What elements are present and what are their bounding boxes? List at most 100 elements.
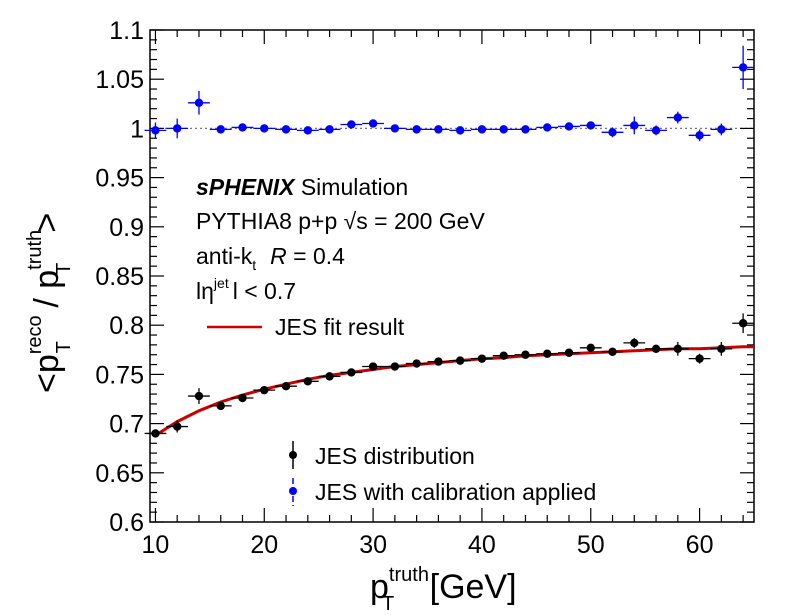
data-point-calibrated <box>166 118 189 139</box>
marker <box>238 123 247 132</box>
x-axis-title: ptruth T [GeV] <box>370 564 517 615</box>
marker <box>173 422 182 431</box>
marker <box>434 125 443 134</box>
y-tick-label: 0.6 <box>109 509 144 537</box>
data-point-jes <box>601 347 624 356</box>
data-point-jes <box>296 377 319 386</box>
marker <box>216 125 225 134</box>
marker <box>368 362 378 371</box>
y-tick-label: 0.65 <box>95 460 144 488</box>
marker <box>608 347 617 356</box>
marker <box>412 359 421 368</box>
marker <box>281 125 291 134</box>
data-point-jes <box>449 356 472 365</box>
marker <box>499 125 508 134</box>
x-tick-label: 40 <box>468 531 496 559</box>
legend-marker-calibrated <box>289 487 297 495</box>
y-tick-label: 0.85 <box>95 263 144 291</box>
marker <box>281 382 291 391</box>
info-generator-line: PYTHIA8 p+p √s = 200 GeV <box>196 208 485 234</box>
data-point-jes <box>558 348 580 357</box>
marker <box>347 368 356 377</box>
x-tick-labels: 10 20 30 40 50 60 <box>142 531 714 559</box>
data-point-calibrated <box>449 126 472 135</box>
data-point-calibrated <box>275 125 297 134</box>
data-point-jes <box>188 388 210 404</box>
data-point-calibrated <box>318 125 341 134</box>
marker <box>238 393 247 403</box>
marker <box>260 124 269 133</box>
marker <box>477 354 487 363</box>
data-point-jes <box>253 385 276 395</box>
data-point-calibrated <box>405 125 428 134</box>
marker <box>194 391 204 401</box>
marker <box>455 126 465 135</box>
data-point-calibrated <box>253 124 276 133</box>
marker <box>717 125 726 134</box>
marker <box>412 125 421 134</box>
marker <box>695 354 704 363</box>
marker <box>173 124 182 133</box>
data-point-calibrated <box>710 123 733 136</box>
data-point-jes <box>688 353 711 364</box>
marker <box>151 429 160 438</box>
marker <box>738 319 748 328</box>
y-tick-label: 1.05 <box>95 66 144 94</box>
marker <box>543 123 552 132</box>
marker <box>151 126 160 135</box>
marker <box>564 348 574 357</box>
y-tick-label: 0.95 <box>95 165 144 193</box>
marker <box>303 377 313 386</box>
data-point-calibrated <box>732 45 754 90</box>
x-tick-label: 20 <box>250 531 278 559</box>
marker <box>695 131 704 140</box>
y-tick-label: 1 <box>130 115 144 143</box>
y-tick-label: 0.8 <box>109 312 144 340</box>
data-point-calibrated <box>666 111 689 124</box>
marker <box>543 349 552 358</box>
data-point-jes <box>514 350 537 359</box>
marker <box>303 126 313 135</box>
info-eta-line: lηjet l < 0.7 <box>196 275 296 304</box>
legend-marker-jes <box>289 451 297 459</box>
data-point-calibrated <box>688 129 711 142</box>
marker <box>194 98 204 108</box>
info-experiment-line: sPHENIX Simulation <box>196 174 408 200</box>
data-point-jes <box>666 341 689 356</box>
marker <box>499 351 508 360</box>
marker <box>521 350 530 359</box>
marker <box>630 338 639 348</box>
data-point-jes <box>383 362 406 371</box>
marker <box>673 113 683 122</box>
data-point-calibrated <box>471 125 493 134</box>
y-axis-title: <preco T / ptruth T> <box>24 213 75 393</box>
points-legend: JES distribution JES with calibration ap… <box>289 441 596 506</box>
data-point-calibrated <box>579 121 602 130</box>
legend-label-jes: JES distribution <box>315 443 475 469</box>
info-algorithm-line: anti-kt R = 0.4 <box>196 243 345 273</box>
data-point-jes <box>471 354 493 363</box>
data-point-calibrated <box>427 125 450 134</box>
data-point-jes <box>166 420 189 433</box>
legend-label-calibrated: JES with calibration applied <box>315 479 596 505</box>
data-point-calibrated <box>296 126 319 135</box>
y-tick-labels: 0.6 0.65 0.7 0.75 0.8 0.85 0.9 0.95 1 1.05 1.1 <box>95 17 144 537</box>
marker <box>455 356 465 365</box>
data-point-jes <box>340 368 363 377</box>
data-point-calibrated <box>362 119 384 128</box>
data-point-jes <box>362 362 384 371</box>
data-point-jes <box>144 429 167 438</box>
marker <box>325 372 334 381</box>
x-tick-label: 10 <box>142 531 170 559</box>
data-point-jes <box>405 359 428 368</box>
data-point-calibrated <box>492 125 515 134</box>
data-point-calibrated <box>623 116 646 135</box>
marker <box>673 344 683 354</box>
data-point-jes <box>536 349 559 358</box>
data-point-calibrated <box>601 127 624 138</box>
marker <box>477 125 487 134</box>
data-point-jes <box>231 393 254 403</box>
y-tick-label: 0.7 <box>109 411 144 439</box>
